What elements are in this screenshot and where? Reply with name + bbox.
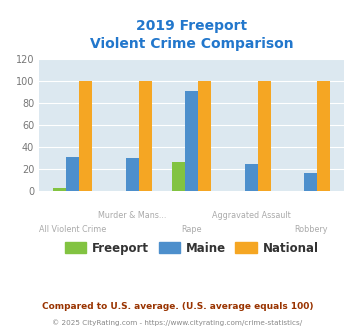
Text: Compared to U.S. average. (U.S. average equals 100): Compared to U.S. average. (U.S. average … <box>42 302 313 311</box>
Bar <box>66 157 79 191</box>
Text: Robbery: Robbery <box>294 225 328 234</box>
Bar <box>198 82 211 191</box>
Bar <box>304 173 317 191</box>
Text: © 2025 CityRating.com - https://www.cityrating.com/crime-statistics/: © 2025 CityRating.com - https://www.city… <box>53 319 302 326</box>
Text: Rape: Rape <box>181 225 202 234</box>
Bar <box>245 164 258 191</box>
Bar <box>172 162 185 191</box>
Text: Murder & Mans...: Murder & Mans... <box>98 211 166 220</box>
Bar <box>79 82 92 191</box>
Bar <box>317 82 331 191</box>
Bar <box>258 82 271 191</box>
Text: Aggravated Assault: Aggravated Assault <box>212 211 291 220</box>
Title: 2019 Freeport
Violent Crime Comparison: 2019 Freeport Violent Crime Comparison <box>90 19 294 51</box>
Bar <box>53 188 66 191</box>
Bar <box>126 158 139 191</box>
Legend: Freeport, Maine, National: Freeport, Maine, National <box>60 237 323 259</box>
Bar <box>185 91 198 191</box>
Bar <box>139 82 152 191</box>
Text: All Violent Crime: All Violent Crime <box>39 225 106 234</box>
